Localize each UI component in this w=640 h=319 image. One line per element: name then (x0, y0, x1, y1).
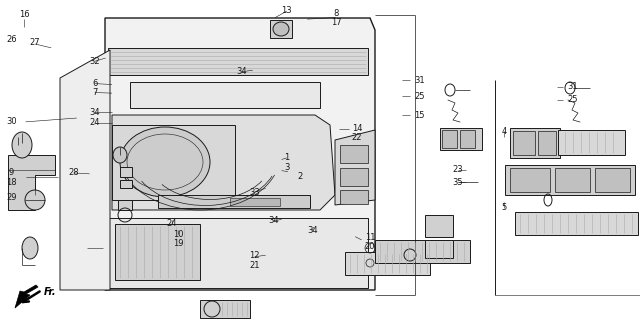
Text: 24: 24 (166, 219, 177, 228)
Text: 10: 10 (173, 230, 183, 239)
Polygon shape (515, 212, 638, 235)
Text: Fr.: Fr. (44, 287, 56, 297)
Ellipse shape (404, 249, 416, 261)
Text: 27: 27 (30, 38, 40, 47)
Polygon shape (200, 300, 250, 318)
Text: 31: 31 (568, 82, 578, 91)
Bar (538, 131, 556, 155)
Text: 3: 3 (284, 163, 289, 172)
Bar (440, 128, 482, 150)
Bar (270, 20, 292, 38)
Polygon shape (108, 48, 368, 75)
Polygon shape (108, 218, 368, 288)
Ellipse shape (120, 127, 210, 197)
Text: 4: 4 (502, 127, 507, 136)
Text: 25: 25 (414, 92, 424, 101)
Bar (460, 130, 475, 148)
Text: 28: 28 (68, 168, 79, 177)
Bar (120, 167, 132, 177)
Bar (118, 200, 132, 210)
Bar (425, 240, 453, 258)
Ellipse shape (12, 132, 32, 158)
Polygon shape (558, 130, 625, 155)
Bar (340, 168, 368, 186)
Text: 23: 23 (452, 165, 463, 174)
Text: 16: 16 (19, 10, 29, 19)
Text: 6: 6 (92, 79, 97, 88)
Polygon shape (505, 165, 635, 195)
Text: 34: 34 (269, 216, 279, 225)
Bar (340, 190, 368, 204)
Text: 24: 24 (90, 118, 100, 127)
Bar (340, 145, 368, 163)
Polygon shape (335, 130, 375, 205)
Text: 15: 15 (414, 111, 424, 120)
Polygon shape (112, 125, 235, 200)
Text: 14: 14 (352, 124, 362, 133)
Bar (555, 168, 590, 192)
Bar (513, 131, 535, 155)
Text: 12: 12 (250, 251, 260, 260)
Text: 25: 25 (568, 95, 578, 104)
Text: 26: 26 (6, 35, 17, 44)
Polygon shape (375, 240, 470, 263)
Polygon shape (60, 50, 110, 290)
Text: 31: 31 (414, 76, 424, 85)
Text: 32: 32 (90, 57, 100, 66)
Text: 19: 19 (173, 239, 183, 248)
Bar (120, 180, 132, 188)
Ellipse shape (25, 190, 45, 210)
Text: 2: 2 (297, 172, 302, 181)
Text: 17: 17 (331, 18, 341, 27)
Ellipse shape (113, 147, 127, 163)
Text: 34: 34 (90, 108, 100, 117)
Bar (425, 215, 453, 237)
Text: 1: 1 (284, 153, 289, 162)
Polygon shape (115, 224, 200, 280)
Text: 34: 34 (307, 226, 317, 235)
Ellipse shape (87, 240, 103, 256)
Text: 29: 29 (6, 193, 17, 202)
Polygon shape (130, 82, 320, 108)
Text: 7: 7 (92, 88, 97, 97)
Polygon shape (510, 128, 560, 158)
Ellipse shape (273, 22, 289, 36)
Text: 33: 33 (250, 188, 260, 197)
Text: 34: 34 (237, 67, 247, 76)
Text: 18: 18 (6, 178, 17, 187)
Text: 8: 8 (333, 9, 339, 18)
Bar (442, 130, 457, 148)
Ellipse shape (22, 237, 38, 259)
Polygon shape (105, 18, 375, 290)
Text: 35: 35 (452, 178, 463, 187)
Polygon shape (8, 155, 55, 210)
Text: 5: 5 (502, 204, 507, 212)
Bar (595, 168, 630, 192)
Text: 20: 20 (365, 242, 375, 251)
Bar (510, 168, 550, 192)
Text: 21: 21 (250, 261, 260, 270)
Text: 13: 13 (282, 6, 292, 15)
Polygon shape (112, 115, 335, 210)
Polygon shape (158, 195, 310, 208)
Text: 11: 11 (365, 233, 375, 242)
Polygon shape (15, 285, 38, 308)
Text: 9: 9 (9, 168, 14, 177)
Text: 30: 30 (6, 117, 17, 126)
Bar (230, 198, 280, 206)
Polygon shape (345, 252, 430, 275)
Text: 22: 22 (352, 133, 362, 142)
